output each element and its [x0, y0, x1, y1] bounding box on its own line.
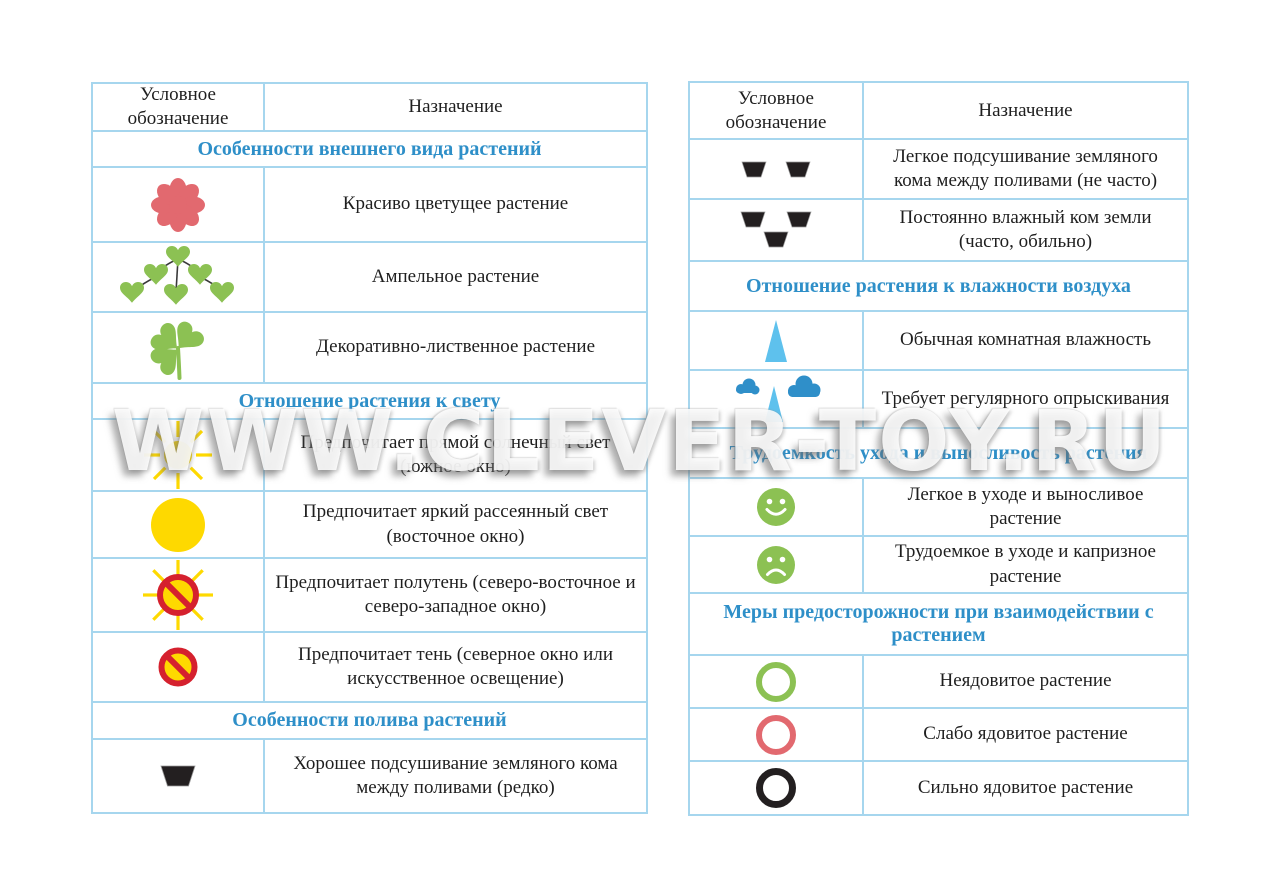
section-row: Особенности полива растений — [93, 701, 646, 738]
table-row: Обычная комнатная влажность — [690, 310, 1187, 369]
table-row: Хорошее подсушивание земляного кома межд… — [93, 738, 646, 812]
symbol-cell — [93, 420, 265, 490]
purpose-cell: Предпочитает яркий рассеянный свет (вост… — [302, 501, 609, 547]
symbol-cell — [93, 633, 265, 701]
three-pots-icon — [740, 211, 812, 248]
section-heading: Особенности полива растений — [232, 709, 507, 731]
purpose-cell: Легкое в уходе и выносливое растение — [907, 483, 1144, 529]
happy-face-icon — [757, 488, 795, 526]
symbol-cell — [93, 168, 265, 241]
symbol-cell — [690, 656, 864, 707]
table-row: Постоянно влажный ком земли (часто, обил… — [690, 198, 1187, 260]
symbol-cell — [690, 200, 864, 260]
purpose-cell: Легкое подсушивание земляного кома между… — [893, 145, 1158, 191]
symbol-cell — [690, 479, 864, 535]
purpose-cell: Требует регулярного опрыскивания — [881, 387, 1170, 409]
purpose-cell: Предпочитает полутень (северо-восточное … — [275, 571, 636, 617]
triangle-icon — [765, 319, 787, 362]
section-row: Меры предосторожности при взаимодействии… — [690, 592, 1187, 654]
sun-icon — [144, 421, 212, 489]
no-sign-icon — [158, 647, 198, 687]
table-row: Предпочитает тень (северное окно или иск… — [93, 631, 646, 701]
purpose-cell: Обычная комнатная влажность — [899, 329, 1152, 351]
plant-symbols-table-left: Условное обозначение Назначение Особенно… — [91, 82, 648, 814]
table-row: Предпочитает полутень (северо-восточное … — [93, 557, 646, 631]
table-row: Ампельное растение — [93, 241, 646, 311]
clover-icon — [150, 318, 206, 380]
purpose-cell: Неядовитое растение — [939, 670, 1112, 692]
yellow-circle-icon — [151, 497, 205, 552]
table-row: Неядовитое растение — [690, 654, 1187, 707]
section-heading: Особенности внешнего вида растений — [197, 137, 542, 160]
symbol-cell — [690, 709, 864, 760]
purpose-cell: Слабо ядовитое растение — [923, 723, 1128, 745]
table-row: Легкое в уходе и выносливое растение — [690, 477, 1187, 535]
purpose-cell: Красиво цветущее растение — [342, 193, 569, 215]
symbol-cell — [93, 559, 265, 631]
section-heading: Отношение растения к влажности воздуха — [746, 274, 1131, 297]
hanging-hearts-icon — [120, 246, 234, 305]
symbol-cell — [690, 312, 864, 369]
table-row: Предпочитает яркий рассеянный свет (вост… — [93, 490, 646, 557]
flower-icon — [151, 177, 205, 232]
section-row: Отношение растения к свету — [93, 382, 646, 418]
section-row: Трудоемкость ухода и выносливость растен… — [690, 427, 1187, 477]
purpose-cell: Постоянно влажный ком земли (часто, обил… — [899, 206, 1152, 252]
purpose-cell: Хорошее подсушивание земляного кома межд… — [293, 752, 618, 798]
table-row: Легкое подсушивание земляного кома между… — [690, 138, 1187, 198]
table-row: Требует регулярного опрыскивания — [690, 369, 1187, 427]
table-row: Слабо ядовитое растение — [690, 707, 1187, 760]
section-heading: Трудоемкость ухода и выносливость растен… — [729, 441, 1148, 464]
symbol-column-header: Условное обозначение — [690, 83, 864, 138]
symbol-cell — [93, 313, 265, 382]
section-heading: Меры предосторожности при взаимодействии… — [723, 601, 1154, 646]
table-row: Декоративно-лиственное растение — [93, 311, 646, 382]
symbol-cell — [93, 243, 265, 311]
section-row: Отношение растения к влажности воздуха — [690, 260, 1187, 310]
symbol-cell — [690, 762, 864, 814]
symbol-cell — [690, 140, 864, 198]
purpose-cell: Сильно ядовитое растение — [917, 776, 1134, 798]
purpose-cell: Предпочитает тень (северное окно или иск… — [297, 643, 613, 689]
purpose-cell: Декоративно-лиственное растение — [315, 336, 596, 358]
two-pots-icon — [741, 161, 811, 177]
table-row: Предпочитает прямой солнечный свет (южно… — [93, 418, 646, 490]
table-row: Красиво цветущее растение — [93, 166, 646, 241]
table-header-row: Условное обозначение Назначение — [690, 83, 1187, 138]
table-header-row: Условное обозначение Назначение — [93, 84, 646, 130]
purpose-column-header: Назначение — [408, 96, 503, 118]
symbol-cell — [93, 492, 265, 557]
red-ring-icon — [756, 714, 796, 755]
symbol-column-header: Условное обозначение — [93, 84, 265, 130]
symbol-cell — [690, 537, 864, 592]
purpose-cell: Трудоемкое в уходе и капризное растение — [895, 541, 1156, 587]
section-row: Особенности внешнего вида растений — [93, 130, 646, 166]
green-ring-icon — [756, 661, 796, 702]
purpose-column-header: Назначение — [978, 99, 1073, 121]
symbol-cell — [690, 371, 864, 427]
black-ring-icon — [756, 768, 796, 808]
spray-clouds-icon — [736, 375, 821, 422]
table-row: Сильно ядовитое растение — [690, 760, 1187, 814]
purpose-cell: Ампельное растение — [371, 265, 540, 287]
section-heading: Отношение растения к свету — [238, 389, 501, 412]
one-pot-icon — [160, 765, 196, 787]
table-row: Трудоемкое в уходе и капризное растение — [690, 535, 1187, 592]
sun-crossed-icon — [143, 560, 213, 630]
plant-symbols-table-right: Условное обозначение Назначение Легкое п… — [688, 81, 1189, 816]
symbol-cell — [93, 740, 265, 812]
purpose-cell: Предпочитает прямой солнечный свет (южно… — [300, 431, 611, 477]
sad-face-icon — [757, 545, 795, 584]
